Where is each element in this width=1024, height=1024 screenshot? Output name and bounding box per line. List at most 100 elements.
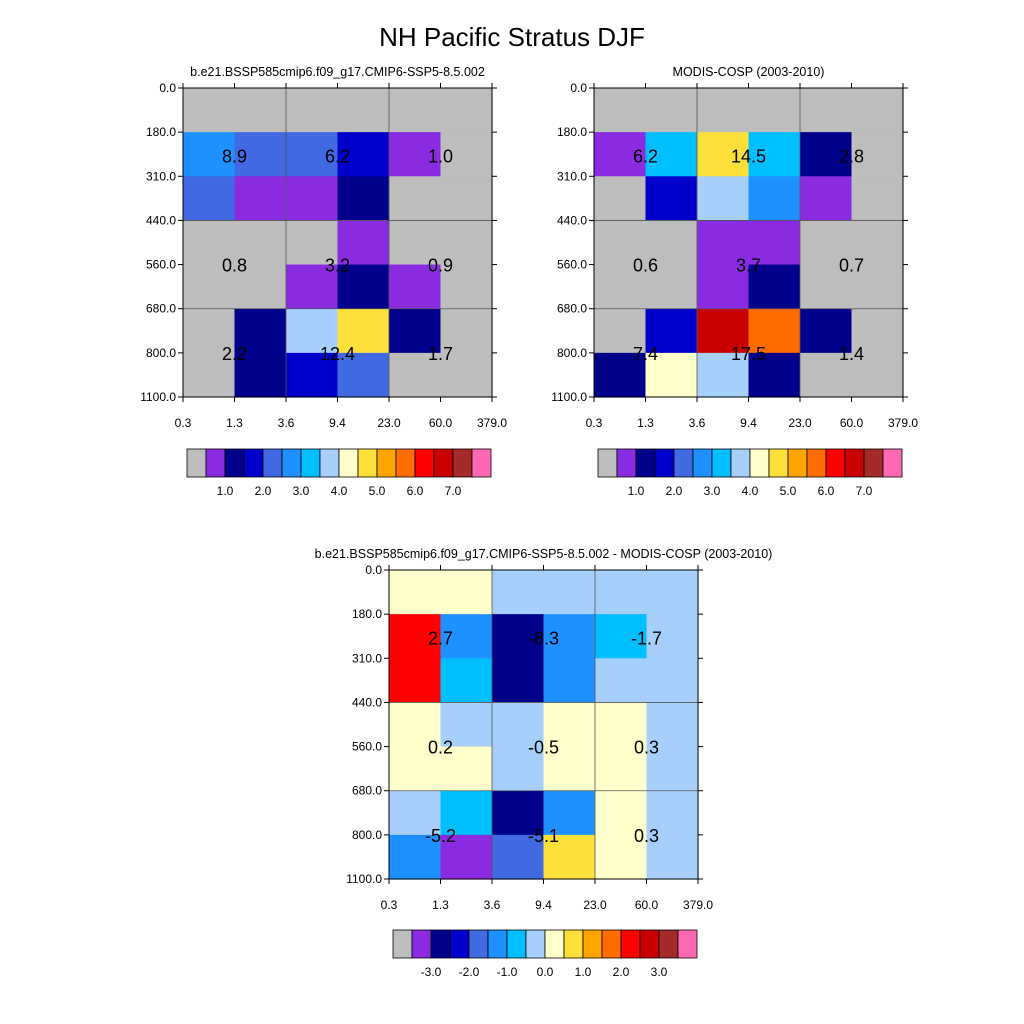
colorbar-swatch	[430, 929, 451, 959]
colorbar-swatch	[224, 448, 245, 478]
colorbar-swatch	[395, 448, 416, 478]
colorbar-swatch	[863, 448, 884, 478]
cell-value-label: 0.7	[839, 256, 864, 276]
cell-value-label: 6.2	[633, 146, 658, 166]
colorbar-swatch	[620, 929, 641, 959]
y-tick-label: 800.0	[146, 346, 176, 360]
colorbar-tick-label: 0.0	[537, 965, 554, 979]
colorbar-tick-label: 3.0	[293, 484, 310, 498]
heatmap-cell	[337, 264, 390, 310]
heatmap-cell	[389, 176, 442, 222]
cell-value-label: 12.4	[320, 344, 355, 364]
x-tick-label: 1.3	[226, 416, 243, 430]
heatmap-cell	[851, 264, 904, 310]
y-tick-label: 0.0	[365, 563, 382, 577]
heatmap-cell	[183, 308, 236, 354]
heatmap-cell	[286, 308, 339, 354]
x-tick-label: 1.3	[637, 416, 654, 430]
heatmap-cell	[543, 570, 596, 615]
heatmap-cell	[851, 308, 904, 354]
heatmap-cell	[440, 308, 493, 354]
colorbar-tick-label: -2.0	[459, 965, 480, 979]
heatmap-cell	[183, 176, 236, 222]
heatmap-cell	[389, 88, 442, 133]
heatmap-cell	[183, 264, 236, 310]
heatmap-cell	[594, 352, 647, 398]
x-tick-label: 23.0	[377, 416, 401, 430]
heatmap-cell	[595, 614, 648, 659]
cell-value-label: 6.2	[325, 146, 350, 166]
heatmap-cell	[389, 352, 442, 398]
colorbar-tick-label: 2.0	[613, 965, 630, 979]
colorbar-tick-label: 7.0	[856, 484, 873, 498]
heatmap-cell	[595, 702, 648, 748]
heatmap-cell	[595, 790, 648, 836]
cell-value-label: 0.9	[428, 256, 453, 276]
colorbar-swatch	[243, 448, 264, 478]
panel-title: b.e21.BSSP585cmip6.f09_g17.CMIP6-SSP5-8.…	[315, 547, 773, 561]
cell-value-label: -8.3	[528, 628, 559, 648]
cell-value-label: 1.4	[839, 344, 864, 364]
y-tick-label: 0.0	[159, 81, 176, 95]
colorbar-swatch	[825, 448, 846, 478]
heatmap-cell	[851, 132, 904, 177]
heatmap-cell	[595, 658, 648, 704]
colorbar-tick-label: 7.0	[445, 484, 462, 498]
heatmap-cell	[492, 614, 545, 659]
heatmap-cell	[234, 308, 287, 354]
colorbar-swatch	[357, 448, 378, 478]
y-tick-label: 800.0	[557, 346, 587, 360]
panel-difference: b.e21.BSSP585cmip6.f09_g17.CMIP6-SSP5-8.…	[315, 547, 773, 979]
colorbar-swatch	[563, 929, 584, 959]
colorbar-swatch	[844, 448, 865, 478]
y-tick-label: 180.0	[352, 607, 382, 621]
heatmap-cell	[543, 614, 596, 659]
panel-observations: MODIS-COSP (2003-2010) 0.0 180.0 310.0 440.0…	[551, 65, 918, 498]
heatmap-cell	[594, 176, 647, 222]
heatmap-cell	[440, 220, 493, 266]
x-tick-label: 3.6	[689, 416, 706, 430]
heatmap-cell	[337, 176, 390, 222]
heatmap-cell	[492, 658, 545, 704]
heatmap-cell	[389, 132, 442, 177]
colorbar-swatch	[677, 929, 698, 959]
heatmap-cell	[800, 132, 853, 177]
cell-value-label: -0.5	[528, 738, 559, 758]
heatmap-cell	[389, 658, 442, 704]
colorbar-swatch	[711, 448, 732, 478]
heatmap-cell	[389, 570, 442, 615]
heatmap-cell	[440, 746, 493, 792]
cell-value-label: 2.7	[428, 628, 453, 648]
colorbar-swatch	[319, 448, 340, 478]
heatmap-cell	[234, 176, 287, 222]
y-tick-label: 0.0	[570, 81, 587, 95]
cell-value-label: -1.7	[631, 628, 662, 648]
heatmap-cell	[440, 264, 493, 310]
colorbar-tick-label: 6.0	[407, 484, 424, 498]
y-tick-label: 310.0	[352, 651, 382, 665]
heatmap-cell	[595, 570, 648, 615]
heatmap-cell	[748, 132, 801, 177]
x-tick-label: 23.0	[583, 898, 607, 912]
heatmap-cell	[337, 88, 390, 133]
colorbar-tick-label: -3.0	[421, 965, 442, 979]
heatmap-cell	[234, 264, 287, 310]
cell-value-label: 1.0	[428, 146, 453, 166]
colorbar-swatch	[525, 929, 546, 959]
heatmap-cell	[594, 132, 647, 177]
heatmap-cell	[389, 746, 442, 792]
heatmap-cell	[645, 220, 698, 266]
x-tick-label: 23.0	[788, 416, 812, 430]
colorbar-tick-label: 5.0	[369, 484, 386, 498]
y-tick-label: 800.0	[352, 828, 382, 842]
x-tick-label: 3.6	[484, 898, 501, 912]
colorbar-swatch	[414, 448, 435, 478]
heatmap-cell	[183, 220, 236, 266]
colorbar-swatch	[882, 448, 903, 478]
colorbar-swatch	[597, 448, 618, 478]
colorbar-swatch	[471, 448, 492, 478]
heatmap-cell	[337, 132, 390, 177]
heatmap-cell	[492, 570, 545, 615]
heatmap-cell	[337, 220, 390, 266]
cell-value-label: 3.7	[736, 256, 761, 276]
